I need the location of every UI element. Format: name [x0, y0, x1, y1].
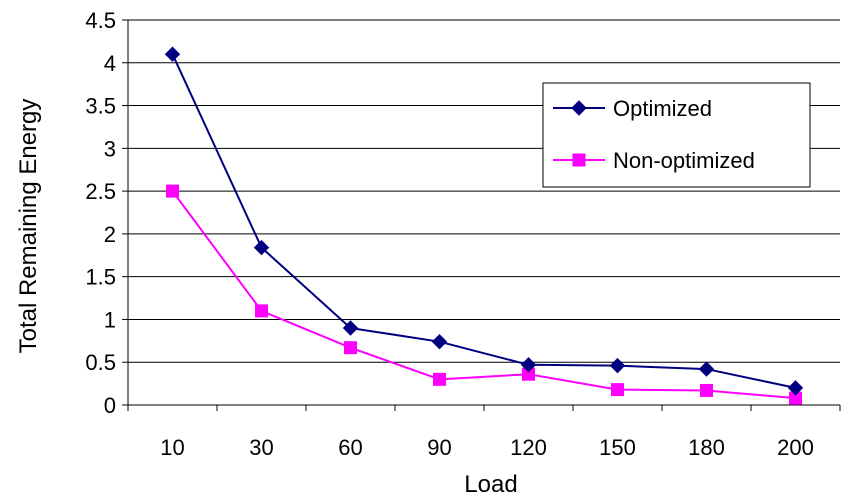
data-point — [166, 184, 179, 198]
legend-label: Non-optimized — [613, 148, 755, 173]
data-point — [787, 380, 804, 396]
y-tick-label: 1.5 — [85, 265, 116, 290]
data-point — [342, 320, 359, 336]
data-point — [164, 46, 181, 62]
legend-label: Optimized — [613, 96, 712, 121]
x-tick-label: 30 — [249, 435, 273, 460]
x-tick-label: 60 — [338, 435, 362, 460]
legend: Optimized Non-optimized — [542, 82, 811, 188]
data-point — [255, 304, 268, 318]
x-tick-label: 120 — [510, 435, 547, 460]
x-tick-label: 200 — [777, 435, 814, 460]
x-axis-title: Load — [464, 471, 517, 498]
data-point — [611, 383, 624, 397]
y-tick-label: 4.5 — [85, 8, 116, 33]
legend-entry: Optimized — [553, 96, 712, 121]
data-point — [698, 361, 715, 377]
legend-marker — [571, 100, 587, 116]
data-point — [433, 372, 446, 386]
series-line — [171, 190, 796, 400]
gridlines — [128, 19, 840, 363]
y-tick-label: 3.5 — [85, 94, 116, 119]
series-layer — [164, 46, 804, 405]
y-axis-title: Total Remaining Energy — [15, 99, 42, 354]
data-point — [520, 357, 537, 373]
y-tick-label: 0 — [104, 393, 116, 418]
data-point — [431, 333, 448, 350]
y-tick-label: 0.5 — [85, 350, 116, 375]
series-non-optimized — [166, 184, 802, 405]
axes: 0 0.5 1 1.5 2 2.5 3 3.5 4 4.5 10 30 60 90 120 150 180 200 — [85, 8, 841, 460]
x-tick-label: 90 — [427, 435, 451, 460]
legend-box — [542, 82, 811, 188]
legend-marker — [572, 153, 586, 167]
data-point — [344, 341, 357, 355]
y-tick-label: 1 — [104, 307, 116, 332]
series-optimized — [164, 46, 804, 396]
y-tick-label: 2.5 — [85, 179, 116, 204]
data-point — [253, 239, 270, 256]
x-tick-label: 180 — [688, 435, 725, 460]
data-point — [700, 383, 713, 397]
data-point — [609, 357, 626, 374]
x-tick-label: 150 — [599, 435, 636, 460]
y-tick-label: 4 — [104, 51, 116, 76]
x-tick-label: 10 — [160, 435, 184, 460]
y-tick-label: 2 — [104, 222, 116, 247]
legend-entry: Non-optimized — [553, 148, 755, 173]
series-line — [171, 53, 796, 389]
y-tick-label: 3 — [104, 136, 116, 161]
